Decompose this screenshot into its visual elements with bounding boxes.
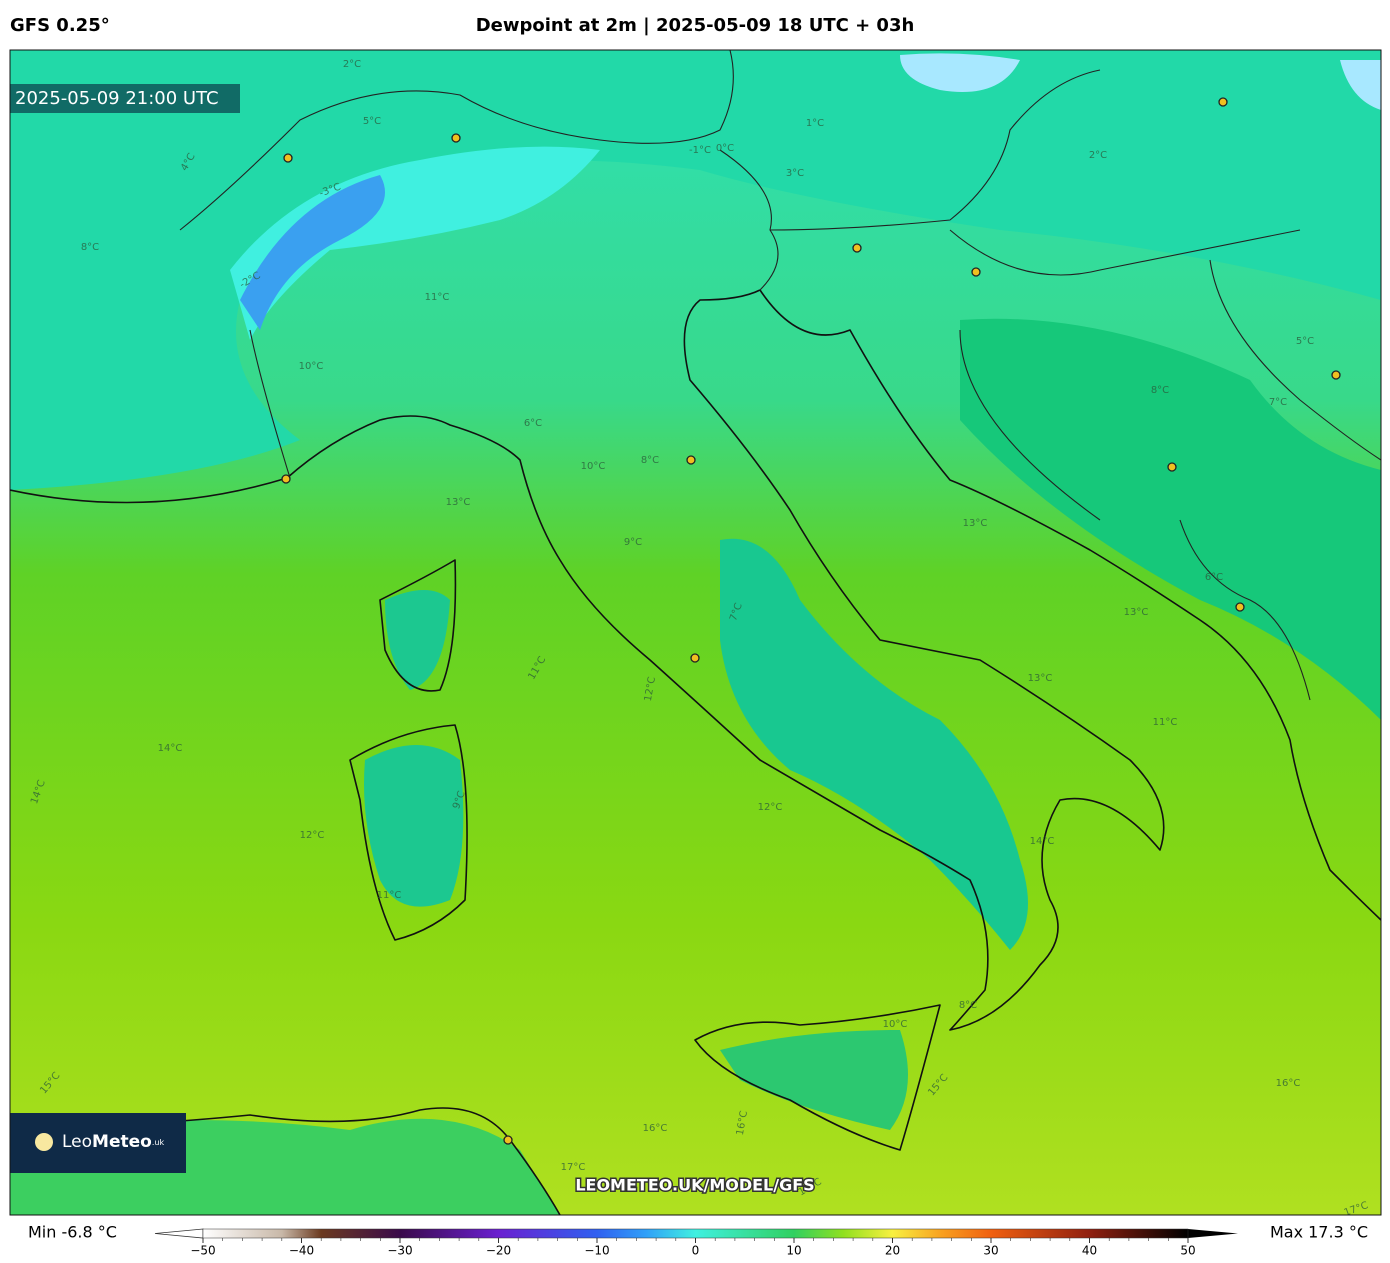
field-north (10, 50, 1381, 490)
city-marker (1235, 602, 1245, 612)
max-label: Max 17.3 °C (1270, 1223, 1368, 1242)
colorbar: −50 −40 −30 −20 −10 0 10 20 30 40 50 (154, 1228, 1238, 1258)
contour-label: 12°C (758, 802, 783, 813)
field-alps (230, 146, 600, 340)
contour-label: 16°C (643, 1123, 668, 1134)
contour-label: 11°C (425, 292, 450, 303)
colorbar-extension-low (154, 1228, 204, 1239)
contour-label: 6°C (524, 418, 542, 429)
logo-text: LeoMeteo.uk (62, 1132, 164, 1152)
map-title: Dewpoint at 2m | 2025-05-09 18 UTC + 03h (476, 15, 915, 36)
colorbar-tick-label: 50 (1180, 1244, 1195, 1258)
contour-label: 8°C (959, 1000, 977, 1011)
contour-label: 9°C (624, 537, 642, 548)
colorbar-extension-high (1188, 1229, 1238, 1238)
colorbar-bar (202, 1228, 1189, 1239)
contour-label: 10°C (883, 1019, 908, 1030)
field-apennines (720, 538, 1028, 950)
contour-label: 3°C (786, 168, 804, 179)
contour-label: 16°C (735, 1110, 750, 1136)
field-balkans (960, 318, 1381, 720)
contour-label: 16°C (1276, 1078, 1301, 1089)
coastline-corsica (379, 559, 457, 692)
coastline-italy (286, 289, 1165, 1031)
contour-label: 2°C (1089, 150, 1107, 161)
colorbar-tick-label: −30 (387, 1244, 412, 1258)
contour-label: 8°C (1151, 385, 1169, 396)
contour-label: 6°C (1205, 572, 1223, 583)
colorbar-tick-label: −20 (486, 1244, 511, 1258)
city-marker (690, 653, 700, 663)
field-cold-north (900, 53, 1381, 110)
min-label: Min -6.8 °C (28, 1223, 117, 1242)
map-frame (9, 49, 1382, 1216)
coastline-sicily (694, 1004, 941, 1151)
colorbar-tick-label: 40 (1082, 1244, 1097, 1258)
logo-sun (35, 1133, 53, 1151)
field-islands (364, 590, 464, 907)
logo-part: Meteo (92, 1132, 152, 1152)
contour-label: 8°C (81, 242, 99, 253)
contour-label: 0°C (716, 143, 734, 154)
contour-label: 5°C (363, 116, 381, 127)
coastline-sardinia (349, 724, 468, 941)
contour-label: 10°C (299, 361, 324, 372)
contour-label: 14°C (158, 743, 183, 754)
contour-label: 13°C (1124, 607, 1149, 618)
watermark: LEOMETEO.UK/MODEL/GFS (575, 1176, 814, 1195)
city-marker (451, 133, 461, 143)
contour-label: 13°C (1028, 673, 1053, 684)
city-marker (1331, 370, 1341, 380)
contour-label: 13°C (963, 518, 988, 529)
city-marker (1167, 462, 1177, 472)
time-box (10, 84, 240, 113)
contour-label: 17°C (561, 1162, 586, 1173)
colorbar-tick-label: 20 (885, 1244, 900, 1258)
colorbar-tick-label: 0 (692, 1244, 700, 1258)
country-borders (179, 50, 1381, 701)
contour-label: 7°C (1269, 397, 1287, 408)
city-marker (283, 153, 293, 163)
contour-label: 8°C (641, 455, 659, 466)
city-marker (686, 455, 696, 465)
contour-label: 13°C (446, 497, 471, 508)
valid-time: 2025-05-09 21:00 UTC (15, 88, 219, 109)
city-marker (852, 243, 862, 253)
contour-label: 11°C (377, 890, 402, 901)
city-marker (971, 267, 981, 277)
contour-label: 11°C (1153, 717, 1178, 728)
coastline-france (10, 477, 288, 504)
field-alps-cold (240, 175, 385, 330)
contour-label: 10°C (581, 461, 606, 472)
contour-label: 12°C (643, 676, 658, 702)
contour-label: 2°C (343, 59, 361, 70)
contour-labels: 2°C5°C4°C8°C-3°C-2°C-1°C 0°C3°C1°C2°C11°C… (29, 59, 1370, 1215)
map-area: 2°C5°C4°C8°C-3°C-2°C-1°C 0°C3°C1°C2°C11°C… (10, 50, 1381, 1215)
city-marker (281, 474, 291, 484)
contour-label: -1°C (689, 145, 711, 156)
contour-label: 14°C (1030, 836, 1055, 847)
coastline-balkans (759, 289, 1381, 921)
colorbar-tick-label: −10 (584, 1244, 609, 1258)
colorbar-tick-label: −50 (190, 1244, 215, 1258)
colorbar-tick-label: −40 (289, 1244, 314, 1258)
logo-part: Leo (62, 1132, 92, 1152)
city-marker (503, 1135, 513, 1145)
logo-part: .uk (152, 1138, 165, 1147)
colorbar-tick-label: 30 (983, 1244, 998, 1258)
contour-label: 5°C (1296, 336, 1314, 347)
city-marker (1218, 97, 1228, 107)
field-sicily (720, 1030, 908, 1130)
contour-label: 12°C (300, 830, 325, 841)
colorbar-tick-label: 10 (786, 1244, 801, 1258)
contour-label: 1°C (806, 118, 824, 129)
model-name: GFS 0.25° (10, 15, 110, 36)
